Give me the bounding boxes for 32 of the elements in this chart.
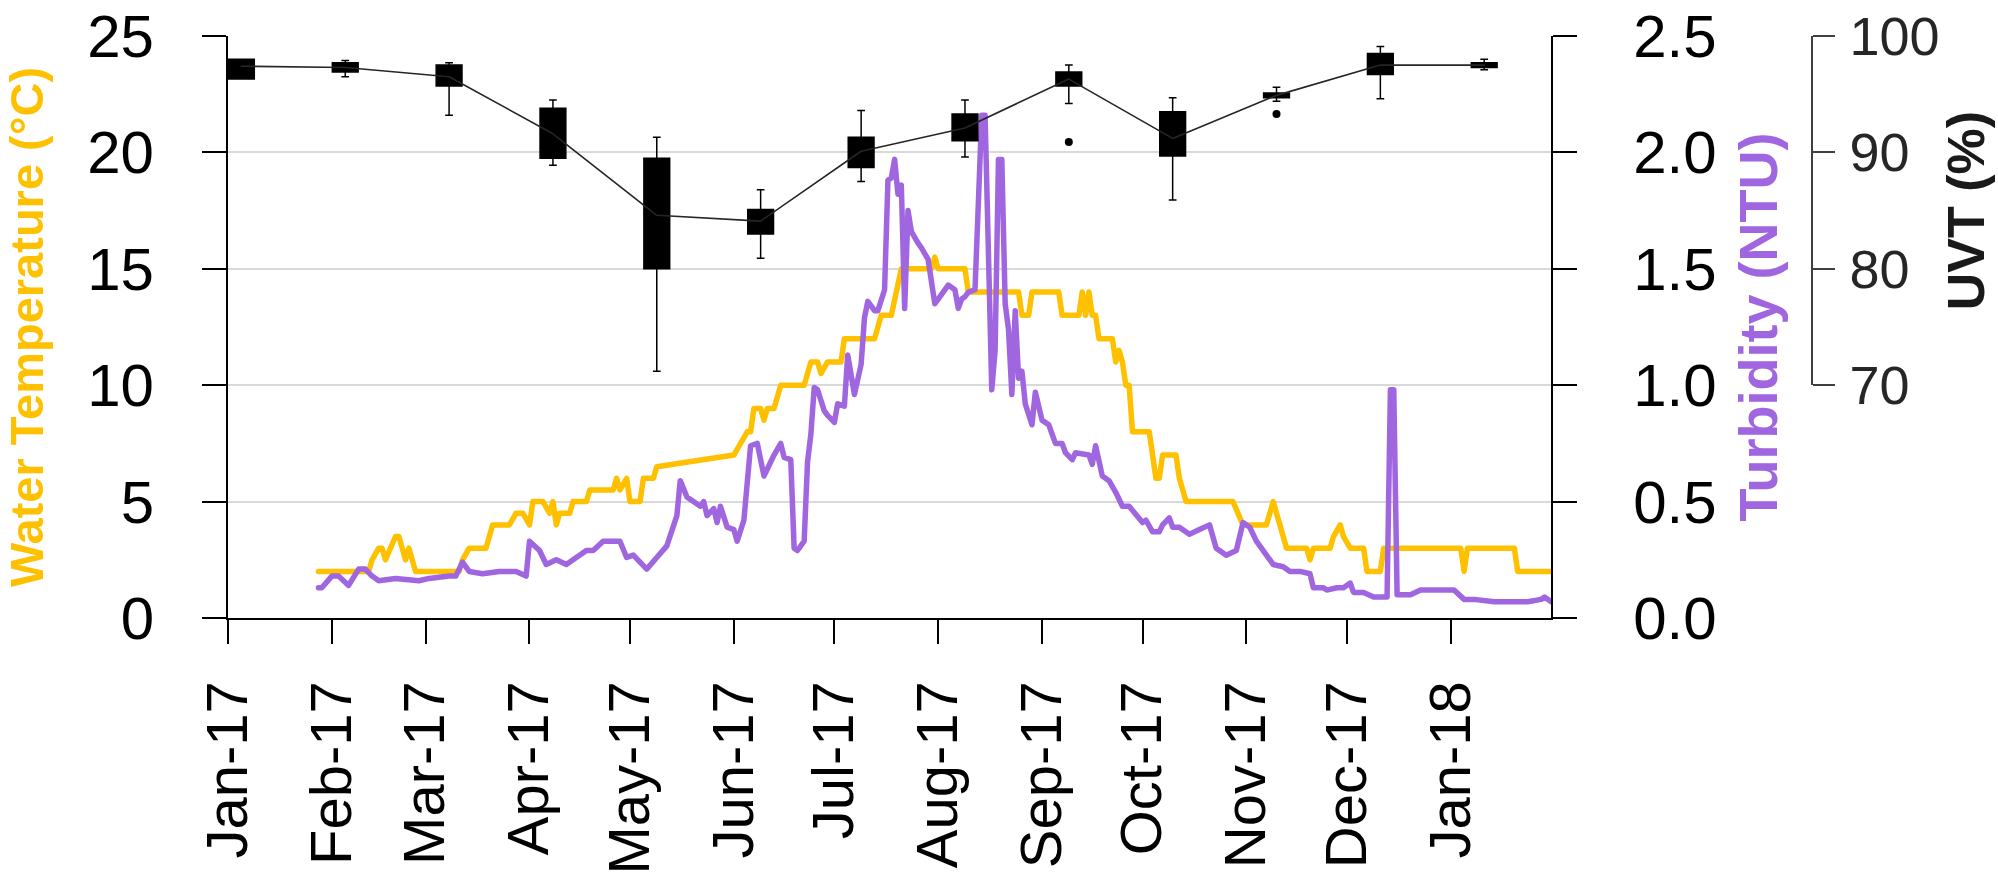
x-tick-label: Jan-17	[193, 681, 259, 859]
x-tick-label: Jun-17	[699, 681, 765, 859]
y2-tick-label: 2.5	[1633, 3, 1717, 70]
x-tick-label: Feb-17	[297, 681, 363, 865]
y2-tick-label: 0.0	[1633, 585, 1717, 652]
y-tick-label: 10	[87, 352, 154, 420]
x-tick-label: Dec-17	[1312, 681, 1378, 869]
y-tick-label: 5	[120, 468, 154, 536]
y2-tick-label: 1.0	[1633, 352, 1717, 420]
y-axis-title: Water Temperature (°C)	[0, 66, 53, 588]
y-tick-label: 0	[120, 585, 154, 652]
y3-tick-label: 100	[1849, 5, 1940, 66]
x-tick-label: Jul-17	[800, 681, 866, 840]
x-tick-label: May-17	[595, 681, 661, 875]
y2-axis-title: Turbidity (NTU)	[1728, 132, 1789, 522]
y3-tick-label: 70	[1849, 355, 1910, 416]
y-tick-label: 15	[87, 235, 154, 303]
x-tick-label: Oct-17	[1108, 681, 1174, 856]
y-tick-label: 25	[87, 3, 154, 70]
y2-tick-label: 1.5	[1633, 235, 1717, 303]
x-tick-label: Sep-17	[1007, 681, 1073, 869]
y3-axis-title: UVT (%)	[1937, 110, 1996, 311]
x-tick-label: Aug-17	[904, 681, 970, 869]
y2-tick-label: 2.0	[1633, 119, 1717, 187]
x-tick-label: Mar-17	[391, 681, 457, 865]
y3-tick-label: 80	[1849, 238, 1910, 299]
y2-tick-label: 0.5	[1633, 468, 1717, 536]
x-tick-label: Nov-17	[1212, 681, 1278, 869]
x-tick-label: Apr-17	[495, 681, 561, 856]
y3-tick-label: 90	[1849, 122, 1910, 183]
y-tick-label: 20	[87, 119, 154, 187]
x-tick-label: Jan-18	[1416, 681, 1482, 859]
